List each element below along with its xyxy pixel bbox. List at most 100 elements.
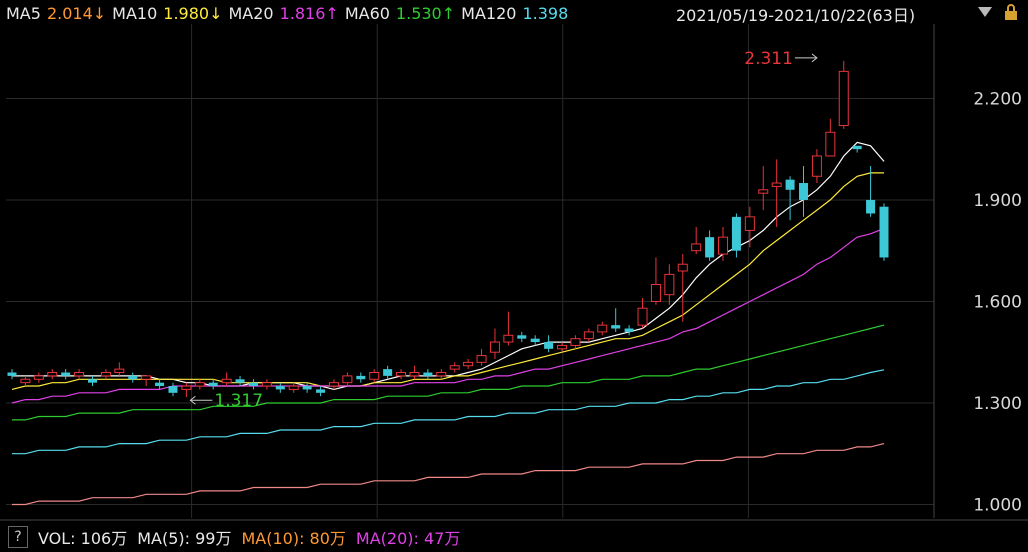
candle-body-down [383,369,393,376]
candle-body-up [650,284,661,302]
candle-body-down [87,379,97,383]
candle-body-down [852,145,862,150]
high-arrow-head [811,53,818,63]
ma5-label: MA5 [6,3,41,23]
candle-body-up [503,334,514,343]
candle-body-up [825,131,836,157]
candle-body-up [74,372,85,377]
candle-body-up [637,307,648,326]
candle-body-up [33,375,44,380]
candle-body-down [530,338,540,343]
candle-body-down [423,372,433,376]
candle-body-up [328,382,339,387]
ma-line-ma5 [12,141,885,391]
candle-body-up [489,341,500,353]
candle-body-up [342,375,353,384]
ma-line-ma250 [12,443,885,506]
low-price-label: 1.317 [214,391,263,411]
candle-body-up [557,344,568,350]
vol-ma10: MA(10): 80万 [241,528,346,548]
candle-body-down [705,237,715,258]
ma20-value: 1.816↑ [279,3,339,23]
candle-body-down [785,179,795,190]
candle-body-down [235,379,245,383]
candle-body-down [866,199,876,214]
candle-body-up [597,324,608,333]
ma120-value: 1.398 [522,3,569,23]
low-arrow-head [189,395,196,405]
ma5-value: 2.014↓ [46,3,107,23]
ma10-label: MA10 [112,3,158,23]
dropdown-triangle-icon[interactable] [976,3,994,21]
candle-body-up [758,189,769,194]
high-price-label: 2.311 [744,49,793,69]
candle-body-down [731,216,741,251]
candle-body-down [544,342,554,349]
ma60-label: MA60 [344,3,390,23]
candle-body-up [409,372,420,377]
candle-body-down [168,386,178,393]
candle-body-up [718,236,729,255]
candle-body-down [611,325,621,329]
date-range-overlay: 2021/05/19-2021/10/22(63日) [676,6,916,25]
y-tick-label: 1.000 [973,495,1022,515]
lock-icon[interactable] [1002,3,1020,21]
volume-legend: ? VOL: 106万 MA(5): 99万 MA(10): 80万 MA(20… [0,521,1028,552]
vol-value: VOL: 106万 [38,528,128,548]
candle-body-up [677,263,688,272]
ma20-label: MA20 [228,3,274,23]
candle-body-down [155,382,165,387]
candle-body-up [463,361,474,367]
candle-body-up [221,378,232,384]
candle-body-down [275,386,285,390]
y-tick-label: 1.600 [973,292,1022,312]
candle-body-down [316,389,326,393]
candle-body-up [194,382,205,387]
candle-body-down [356,375,366,380]
candle-body-up [583,331,594,340]
candle-body-up [141,375,152,380]
candle-body-up [811,155,822,177]
y-tick-label: 1.900 [973,191,1022,211]
candle-body-up [47,372,58,377]
ma-line-ma20 [11,227,885,404]
candle-body-up [691,243,702,252]
candle-body-up [744,216,755,231]
candle-body-down [248,382,258,387]
candle-body-up [449,365,460,370]
candle-body-up [20,378,31,384]
candle-body-down [208,382,218,387]
candle-body-down [624,328,634,332]
ma-line-ma120 [12,369,885,455]
candle-body-down [799,183,809,200]
ma-legend: MA5 2.014↓ MA10 1.980↓ MA20 1.816↑ MA60 … [6,2,574,24]
candle-body-up [396,372,407,377]
candle-body-up [771,182,782,187]
candle-body-up [369,372,380,380]
candle-body-up [838,70,849,127]
vol-ma5: MA(5): 99万 [137,528,232,548]
ma10-value: 1.980↓ [163,3,223,23]
ma-line-ma60 [12,324,885,421]
candle-body-up [664,273,675,296]
candle-body-up [114,368,125,374]
ma120-label: MA120 [461,3,517,23]
candle-body-up [288,385,299,390]
candle-body-down [7,372,17,376]
candle-body-up [100,372,111,377]
candle-body-down [128,375,138,380]
y-tick-label: 1.300 [973,394,1022,414]
help-button[interactable]: ? [8,525,28,548]
ma60-value: 1.530↑ [395,3,456,23]
candle-body-up [570,338,581,346]
candle-body-up [261,382,272,387]
candle-body-down [61,372,71,376]
ma-line-ma10 [11,172,884,390]
candle-body-up [476,355,487,363]
candle-body-down [302,386,312,390]
vol-ma20: MA(20): 47万 [355,528,461,548]
candle-body-down [517,335,527,339]
y-tick-label: 2.200 [973,89,1022,109]
candle-body-down [879,206,889,258]
